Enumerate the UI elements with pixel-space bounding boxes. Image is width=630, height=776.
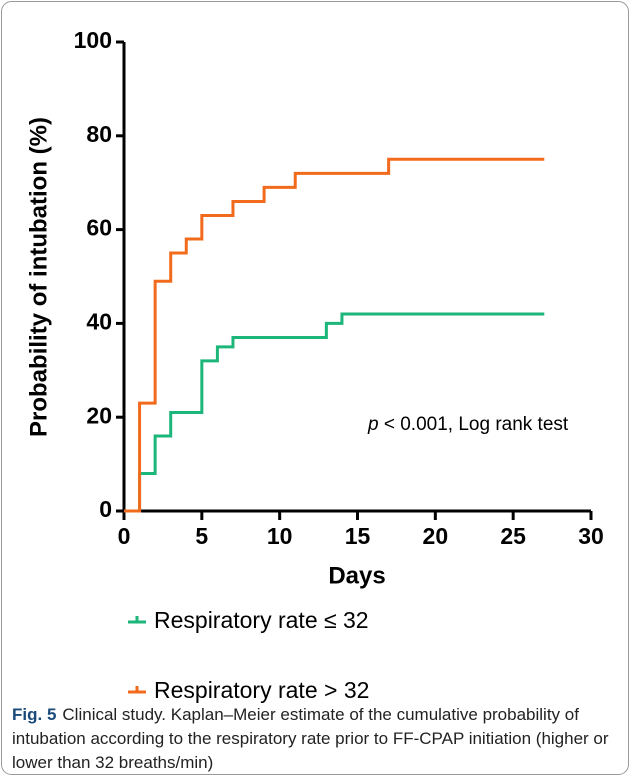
y-axis-title: Probability of intubation (%) [25, 117, 52, 437]
y-tick-label: 60 [86, 215, 112, 241]
annotation: p < 0.001, Log rank test [367, 414, 569, 435]
x-tick-label: 0 [118, 523, 131, 549]
x-tick-label: 5 [195, 523, 208, 549]
y-tick-label: 40 [86, 308, 112, 334]
caption-label: Fig. 5 [12, 705, 57, 724]
x-tick-label: 15 [345, 523, 371, 549]
y-tick-label: 100 [74, 27, 112, 53]
legend-label: Respiratory rate ≤ 32 [154, 607, 369, 633]
y-tick-label: 0 [99, 496, 112, 522]
x-tick-label: 10 [267, 523, 293, 549]
annotation-text: < 0.001, Log rank test [379, 414, 569, 435]
annotation-italic: p [367, 414, 379, 435]
x-axis-title: Days [328, 562, 385, 589]
legend-label: Respiratory rate > 32 [154, 677, 369, 703]
y-tick-label: 20 [86, 402, 112, 428]
y-tick-label: 80 [86, 121, 112, 147]
km-curve [124, 157, 545, 513]
caption-text: Clinical study. Kaplan–Meier estimate of… [12, 705, 609, 772]
x-tick-label: 30 [578, 523, 604, 549]
x-tick-label: 25 [500, 523, 526, 549]
x-tick-label: 20 [423, 523, 449, 549]
caption: Fig. 5 Clinical study. Kaplan–Meier estim… [12, 703, 612, 775]
km-curve [124, 312, 545, 513]
